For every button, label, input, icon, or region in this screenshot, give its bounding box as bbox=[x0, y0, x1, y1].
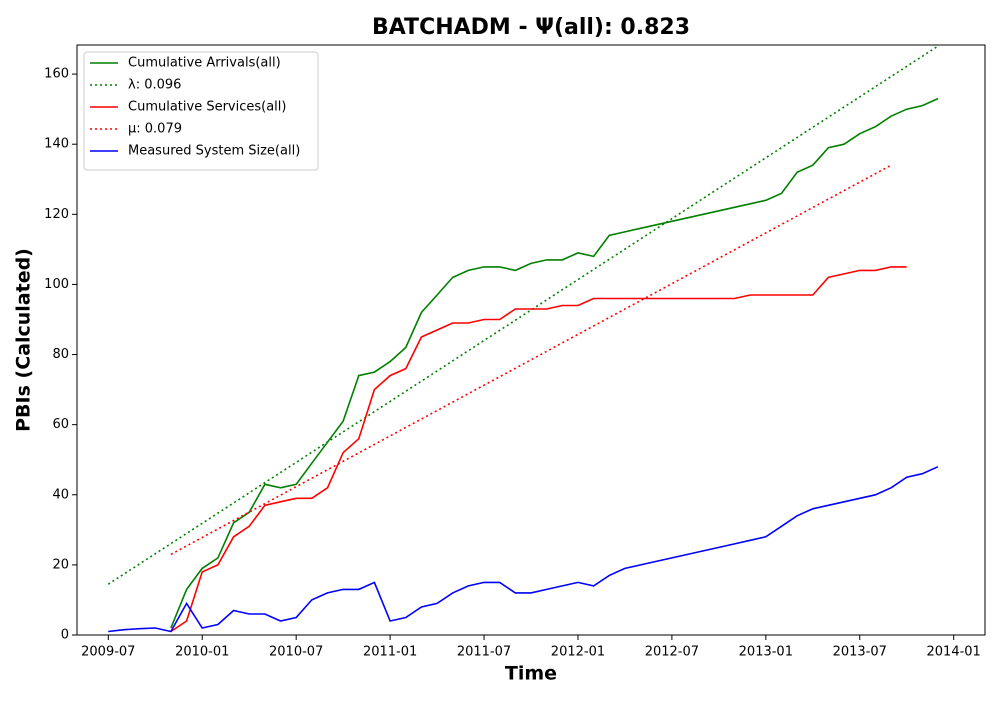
y-tick-label: 0 bbox=[61, 628, 69, 643]
legend-label: Measured System Size(all) bbox=[128, 144, 300, 159]
series-line bbox=[170, 97, 939, 629]
legend-box bbox=[83, 51, 319, 171]
y-tick-label: 40 bbox=[52, 487, 69, 502]
x-tick-label: 2013-01 bbox=[739, 645, 793, 660]
y-tick-label: 120 bbox=[44, 207, 69, 222]
x-tick-label: 2012-01 bbox=[551, 645, 605, 660]
x-tick-label: 2012-07 bbox=[645, 645, 699, 660]
legend-label: λ: 0.096 bbox=[128, 78, 181, 93]
y-tick-label: 20 bbox=[52, 557, 69, 572]
x-axis-label: Time bbox=[505, 663, 557, 685]
series-line bbox=[108, 465, 939, 633]
series-line bbox=[170, 164, 892, 556]
y-tick-label: 140 bbox=[44, 137, 69, 152]
y-tick-label: 80 bbox=[52, 347, 69, 362]
y-tick-label: 60 bbox=[52, 417, 69, 432]
plot-frame bbox=[76, 44, 986, 636]
x-tick-label: 2011-01 bbox=[363, 645, 417, 660]
x-tick-label: 2013-07 bbox=[833, 645, 887, 660]
chart-title: BATCHADM - Ψ(all): 0.823 bbox=[372, 15, 690, 40]
legend-label: Cumulative Arrivals(all) bbox=[128, 56, 281, 71]
x-tick-label: 2011-07 bbox=[457, 645, 511, 660]
series-line bbox=[170, 266, 907, 633]
legend-label: Cumulative Services(all) bbox=[128, 100, 286, 115]
y-axis-label: PBIs (Calculated) bbox=[13, 248, 35, 432]
x-tick-label: 2010-01 bbox=[175, 645, 229, 660]
legend-label: μ: 0.079 bbox=[128, 122, 182, 137]
x-tick-label: 2014-01 bbox=[927, 645, 981, 660]
y-tick-label: 160 bbox=[44, 67, 69, 82]
y-tick-label: 100 bbox=[44, 277, 69, 292]
x-tick-label: 2009-07 bbox=[81, 645, 135, 660]
x-tick-label: 2010-07 bbox=[269, 645, 323, 660]
